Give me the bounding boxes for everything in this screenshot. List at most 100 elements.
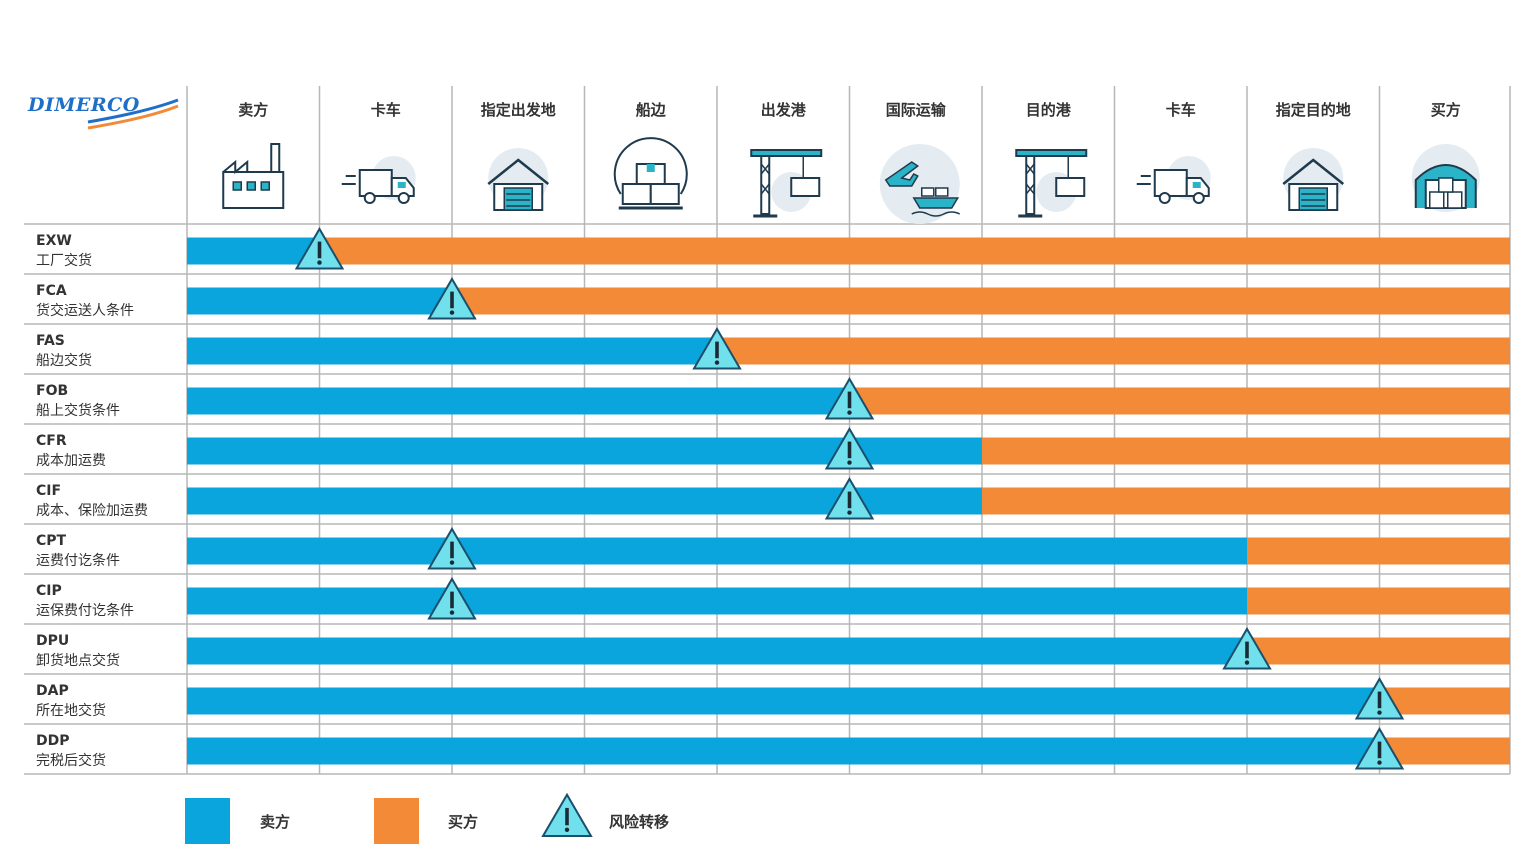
risk-exclamation-bar [847, 391, 852, 409]
risk-transfer-icon [824, 426, 875, 470]
risk-exclamation-dot [564, 827, 570, 833]
risk-exclamation-bar [450, 591, 454, 609]
risk-exclamation-dot [449, 310, 455, 315]
risk-exclamation-dot [847, 410, 852, 415]
legend-risk-label: 风险转移 [609, 813, 669, 831]
buyer-bar [1247, 637, 1510, 665]
risk-transfer-icon [824, 376, 875, 420]
risk-transfer-icon [427, 576, 477, 620]
risk-exclamation-bar [847, 441, 852, 459]
term-name: 完税后交货 [36, 752, 106, 769]
term-name: 货交运送人条件 [36, 302, 134, 319]
risk-transfer-icon [1222, 626, 1272, 670]
buyer-bar [452, 287, 1510, 315]
term-code: FCA [36, 283, 67, 299]
term-code: FOB [36, 383, 68, 399]
risk-exclamation-dot [714, 360, 720, 365]
stage-header: 指定出发地 [481, 101, 556, 119]
crane-icon [1014, 148, 1088, 218]
risk-exclamation-bar [1245, 641, 1249, 659]
seller-bar [187, 687, 1380, 715]
risk-exclamation-bar [565, 807, 569, 826]
warehouse-boxes-icon [1410, 143, 1481, 213]
risk-exclamation-dot [847, 510, 852, 515]
term-code: EXW [36, 233, 72, 249]
buyer-bar [1379, 737, 1510, 765]
term-name: 所在地交货 [36, 702, 106, 719]
stage-header: 卖方 [238, 101, 268, 119]
risk-exclamation-dot [449, 610, 455, 615]
seller-bar [187, 587, 1247, 615]
term-code: FAS [36, 333, 65, 349]
term-code: CIP [36, 583, 62, 599]
risk-transfer-icon [541, 792, 593, 837]
term-code: CIF [36, 483, 61, 499]
risk-transfer-icon [427, 526, 477, 570]
term-name: 成本加运费 [36, 453, 106, 469]
term-name: 运保费付讫条件 [36, 602, 134, 619]
risk-exclamation-dot [449, 560, 455, 565]
term-name: 工厂交货 [36, 252, 92, 269]
risk-exclamation-dot [1377, 760, 1382, 765]
risk-exclamation-dot [1244, 660, 1250, 665]
stage-header: 目的港 [1026, 101, 1072, 119]
buyer-bar [982, 487, 1510, 515]
dimerco-logo: DIMERCO [26, 92, 186, 136]
stage-header: 出发港 [761, 101, 807, 119]
term-name: 运费付讫条件 [36, 552, 120, 569]
term-code: CPT [36, 533, 67, 549]
risk-exclamation-bar [715, 341, 719, 359]
term-code: DAP [36, 683, 69, 699]
seller-bar [187, 287, 452, 315]
seller-bar [187, 737, 1380, 765]
legend-buyer-swatch [374, 798, 419, 844]
risk-exclamation-dot [317, 260, 322, 265]
seller-bar [187, 387, 850, 415]
stage-header: 船边 [636, 101, 667, 119]
seller-bar [187, 237, 320, 265]
crane-icon [749, 148, 823, 218]
legend-buyer-label: 买方 [448, 813, 478, 831]
term-code: DDP [36, 733, 70, 749]
term-code: CFR [36, 433, 67, 449]
risk-exclamation-bar [317, 241, 322, 259]
legend-seller-swatch [185, 798, 230, 844]
risk-transfer-icon [1354, 726, 1405, 770]
stage-header: 国际运输 [886, 101, 947, 119]
truck-icon [1135, 155, 1212, 204]
seller-bar [187, 337, 717, 365]
term-name: 卸货地点交货 [36, 652, 120, 669]
stage-header: 卡车 [1166, 101, 1196, 119]
risk-transfer-icon [294, 226, 345, 270]
risk-exclamation-dot [1377, 710, 1382, 715]
risk-transfer-icon [692, 326, 742, 370]
risk-exclamation-bar [450, 541, 454, 559]
buyer-bar [1379, 687, 1510, 715]
risk-exclamation-bar [1377, 741, 1382, 759]
seller-bar [187, 537, 1247, 565]
factory-icon [222, 143, 285, 209]
buyer-bar [319, 237, 1510, 265]
buyer-bar [982, 437, 1510, 465]
logo-text: DIMERCO [28, 94, 140, 116]
stage-header: 买方 [1431, 101, 1461, 119]
risk-exclamation-bar [1377, 691, 1382, 709]
seller-bar [187, 637, 1247, 665]
term-code: DPU [36, 633, 69, 649]
risk-exclamation-dot [847, 460, 852, 465]
buyer-bar [849, 387, 1510, 415]
buyer-bar [1247, 537, 1510, 565]
stage-header: 指定目的地 [1276, 101, 1351, 119]
risk-transfer-icon [1354, 676, 1405, 720]
warehouse-icon [487, 146, 550, 212]
boxes-icon [613, 136, 689, 210]
legend-seller-label: 卖方 [260, 813, 290, 831]
warehouse-icon [1282, 146, 1345, 212]
term-name: 成本、保险加运费 [36, 503, 148, 519]
risk-transfer-icon [427, 276, 477, 320]
term-name: 船边交货 [36, 352, 92, 369]
term-name: 船上交货条件 [36, 402, 120, 419]
risk-transfer-icon [824, 476, 875, 520]
buyer-bar [1247, 587, 1510, 615]
